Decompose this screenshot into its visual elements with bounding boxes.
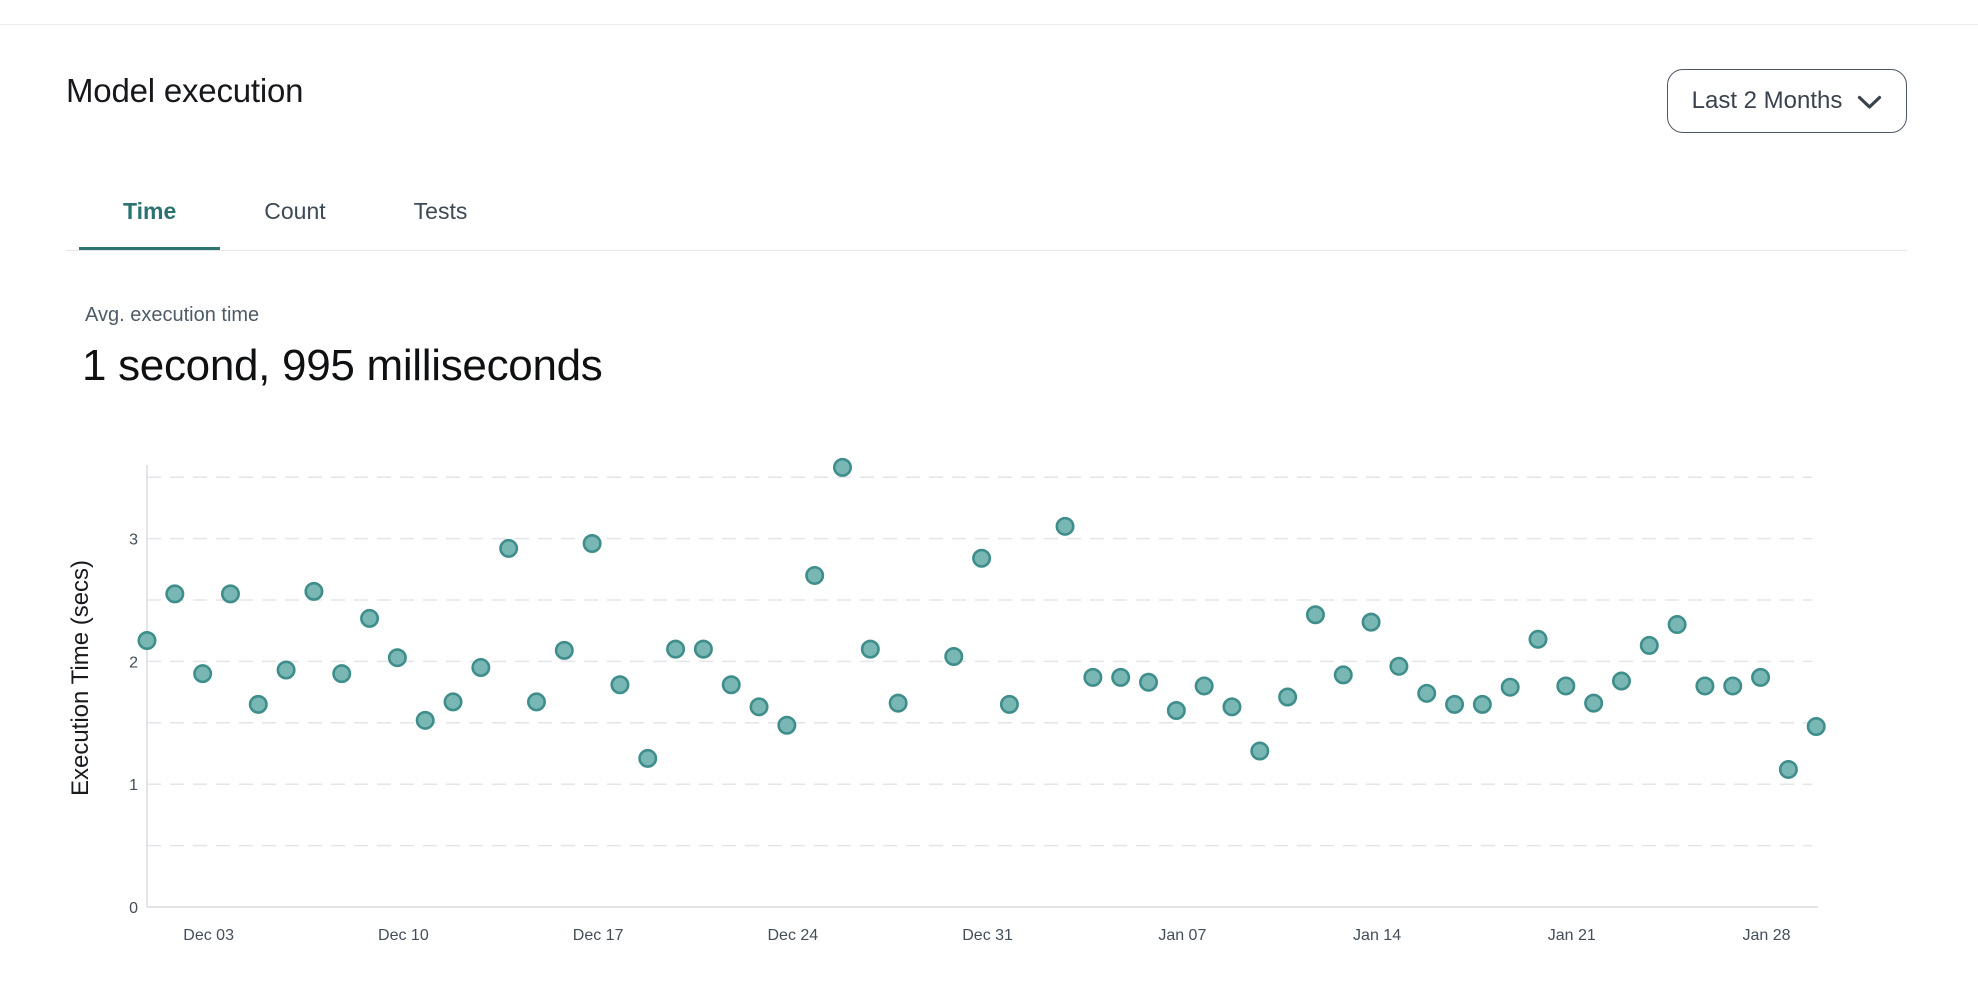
data-point[interactable] bbox=[1417, 683, 1437, 703]
data-point[interactable] bbox=[1083, 667, 1103, 687]
page-title: Model execution bbox=[66, 72, 304, 109]
data-point[interactable] bbox=[1751, 667, 1771, 687]
data-point[interactable] bbox=[1139, 672, 1159, 692]
date-range-dropdown[interactable]: Last 2 Months bbox=[1667, 69, 1907, 133]
y-tick-label: 1 bbox=[129, 777, 138, 794]
data-point[interactable] bbox=[165, 584, 185, 604]
data-point[interactable] bbox=[1639, 635, 1659, 655]
data-point[interactable] bbox=[749, 697, 769, 717]
x-tick-label: Jan 21 bbox=[1548, 927, 1596, 944]
date-range-value: Last 2 Months bbox=[1691, 87, 1843, 114]
data-point[interactable] bbox=[832, 457, 852, 477]
data-point[interactable] bbox=[415, 710, 435, 730]
x-tick-label: Dec 03 bbox=[183, 927, 234, 944]
data-point[interactable] bbox=[638, 748, 658, 768]
data-point[interactable] bbox=[666, 639, 686, 659]
data-point[interactable] bbox=[193, 664, 213, 684]
x-tick-label: Dec 10 bbox=[378, 927, 429, 944]
y-tick-label: 2 bbox=[129, 654, 138, 671]
data-point[interactable] bbox=[1166, 701, 1186, 721]
data-point[interactable] bbox=[1389, 656, 1409, 676]
data-point[interactable] bbox=[1361, 612, 1381, 632]
y-axis-label: Execution Time (secs) bbox=[67, 560, 94, 796]
x-tick-label: Jan 07 bbox=[1158, 927, 1206, 944]
data-point[interactable] bbox=[526, 692, 546, 712]
data-point[interactable] bbox=[1556, 676, 1576, 696]
data-point[interactable] bbox=[332, 664, 352, 684]
data-point[interactable] bbox=[1472, 694, 1492, 714]
data-point[interactable] bbox=[1778, 759, 1798, 779]
data-point[interactable] bbox=[1333, 665, 1353, 685]
data-point[interactable] bbox=[1250, 741, 1270, 761]
tabs-divider bbox=[66, 250, 1907, 251]
x-tick-label: Dec 17 bbox=[573, 927, 624, 944]
data-point[interactable] bbox=[944, 646, 964, 666]
data-point[interactable] bbox=[1500, 677, 1520, 697]
tab-count[interactable]: Count bbox=[264, 198, 326, 224]
data-point[interactable] bbox=[582, 534, 602, 554]
top-divider bbox=[0, 24, 1978, 25]
x-tick-label: Jan 28 bbox=[1743, 927, 1791, 944]
data-point[interactable] bbox=[499, 538, 519, 558]
data-point[interactable] bbox=[721, 675, 741, 695]
data-point[interactable] bbox=[1278, 687, 1298, 707]
data-point[interactable] bbox=[999, 694, 1019, 714]
data-point[interactable] bbox=[276, 660, 296, 680]
data-point[interactable] bbox=[1111, 667, 1131, 687]
data-point[interactable] bbox=[1611, 671, 1631, 691]
data-point[interactable] bbox=[220, 584, 240, 604]
data-point[interactable] bbox=[554, 640, 574, 660]
data-point[interactable] bbox=[1806, 716, 1826, 736]
scatter-plot: 0 1 2 3 Dec 03 Dec 10 Dec 17 Dec 24 Dec 31 Jan 07… bbox=[67, 457, 1826, 944]
data-point[interactable] bbox=[1667, 615, 1687, 635]
data-point[interactable] bbox=[693, 639, 713, 659]
x-tick-label: Dec 24 bbox=[768, 927, 819, 944]
data-point[interactable] bbox=[860, 639, 880, 659]
data-point[interactable] bbox=[972, 548, 992, 568]
tab-time[interactable]: Time bbox=[79, 195, 221, 251]
stat-label: Avg. execution time bbox=[85, 304, 260, 326]
data-point[interactable] bbox=[360, 608, 380, 628]
data-point[interactable] bbox=[888, 693, 908, 713]
data-point[interactable] bbox=[1445, 694, 1465, 714]
data-point[interactable] bbox=[1222, 697, 1242, 717]
y-tick-label: 3 bbox=[129, 532, 138, 549]
data-point[interactable] bbox=[777, 715, 797, 735]
data-point[interactable] bbox=[1528, 629, 1548, 649]
data-point[interactable] bbox=[1695, 676, 1715, 696]
chevron-down-icon bbox=[1857, 92, 1882, 110]
x-tick-label: Jan 14 bbox=[1353, 927, 1401, 944]
execution-time-chart: 0 1 2 3 Dec 03 Dec 10 Dec 17 Dec 24 Dec 31 Jan 07… bbox=[0, 440, 1978, 1000]
y-tick-label: 0 bbox=[129, 900, 138, 917]
data-point[interactable] bbox=[1584, 693, 1604, 713]
data-point[interactable] bbox=[1723, 676, 1743, 696]
stat-value: 1 second, 995 milliseconds bbox=[82, 341, 603, 390]
data-point[interactable] bbox=[805, 565, 825, 585]
data-point[interactable] bbox=[1194, 676, 1214, 696]
data-point[interactable] bbox=[387, 648, 407, 668]
x-tick-label: Dec 31 bbox=[962, 927, 1013, 944]
data-point[interactable] bbox=[443, 692, 463, 712]
data-point[interactable] bbox=[248, 694, 268, 714]
data-point[interactable] bbox=[1305, 605, 1325, 625]
tab-tests[interactable]: Tests bbox=[413, 198, 468, 224]
tab-bar: Time Count Tests bbox=[79, 195, 511, 251]
data-point[interactable] bbox=[137, 631, 157, 651]
data-point[interactable] bbox=[304, 581, 324, 601]
data-point[interactable] bbox=[1055, 516, 1075, 536]
data-point[interactable] bbox=[610, 675, 630, 695]
data-point[interactable] bbox=[471, 658, 491, 678]
